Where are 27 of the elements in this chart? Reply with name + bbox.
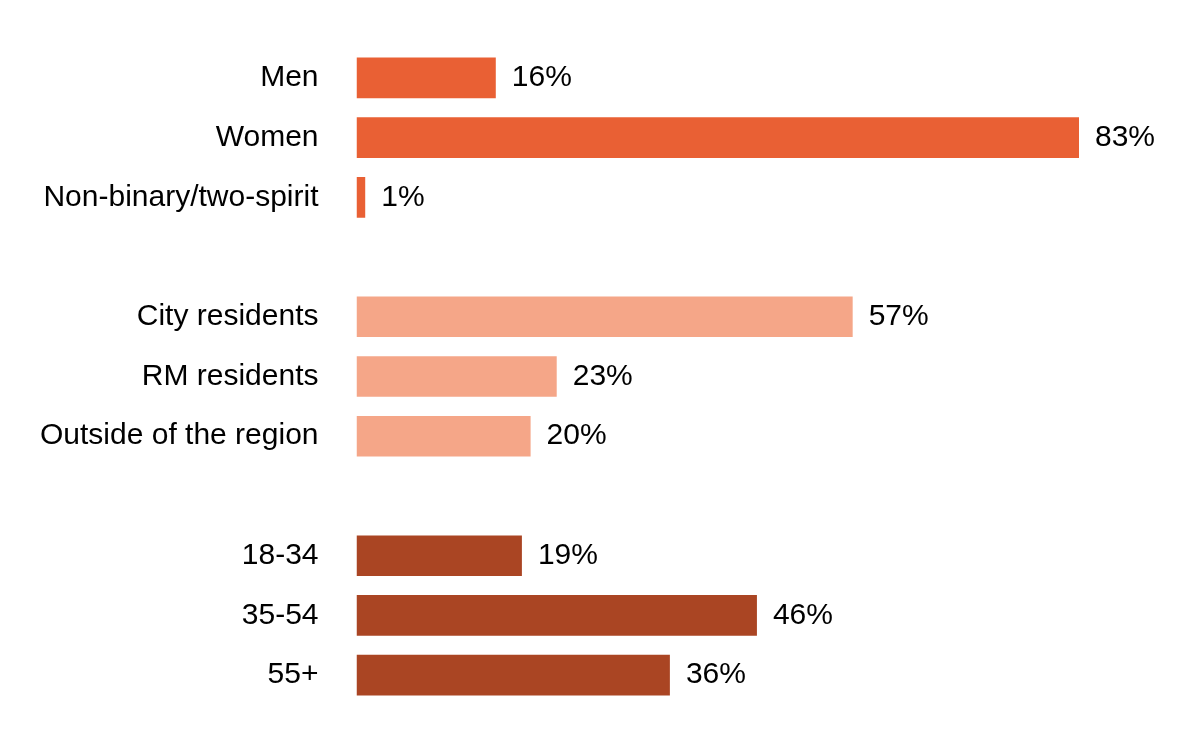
data-label: 83% <box>1095 118 1156 152</box>
y-tick-label: Outside of the region <box>40 417 319 451</box>
data-label: 1% <box>381 178 425 212</box>
y-tick-label: City residents <box>136 298 319 332</box>
bar <box>356 535 522 576</box>
y-tick-label: 35-54 <box>241 596 319 630</box>
data-label: 16% <box>511 59 572 93</box>
bar <box>356 595 757 636</box>
data-label: 20% <box>546 417 607 451</box>
y-tick-label: 55+ <box>267 656 319 690</box>
y-tick-label: RM residents <box>141 357 319 391</box>
bar <box>356 57 496 99</box>
data-label: 19% <box>537 536 598 570</box>
y-tick-label: Women <box>215 118 319 152</box>
y-tick-label: Non-binary/two-spirit <box>43 178 320 212</box>
bar <box>356 356 557 397</box>
bar <box>356 654 670 696</box>
data-label: 36% <box>685 656 746 690</box>
y-tick-label: 18-34 <box>241 536 319 570</box>
bar <box>356 177 366 218</box>
bar <box>356 117 1079 158</box>
bar <box>356 296 853 338</box>
bar <box>356 415 531 457</box>
data-label: 23% <box>572 357 633 391</box>
data-label: 57% <box>868 298 929 332</box>
data-label: 46% <box>772 596 833 630</box>
y-tick-label: Men <box>260 59 319 93</box>
